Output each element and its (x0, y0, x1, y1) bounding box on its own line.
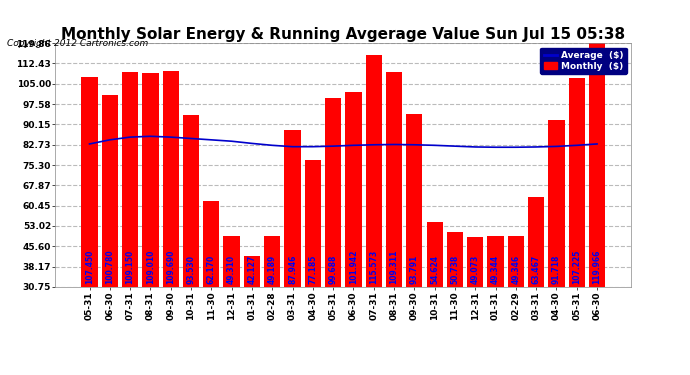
Text: 119.966: 119.966 (593, 250, 602, 284)
Bar (81, 77, 97, 287)
Text: 93.530: 93.530 (186, 255, 195, 284)
Bar (528, 197, 544, 287)
Text: 109.690: 109.690 (166, 250, 175, 284)
Text: 49.073: 49.073 (471, 255, 480, 284)
Bar (325, 98, 342, 287)
Bar (203, 201, 219, 287)
Bar (183, 115, 199, 287)
Bar (386, 72, 402, 287)
Text: 62.170: 62.170 (207, 255, 216, 284)
Bar (142, 73, 159, 287)
Bar (549, 120, 564, 287)
Bar (101, 95, 118, 287)
Text: 63.467: 63.467 (531, 255, 541, 284)
Bar (487, 236, 504, 287)
Text: 49.346: 49.346 (511, 255, 520, 284)
Bar (122, 72, 138, 287)
Text: 109.311: 109.311 (390, 250, 399, 284)
Bar (264, 236, 280, 287)
Text: 49.310: 49.310 (227, 255, 236, 284)
Text: 93.791: 93.791 (410, 255, 419, 284)
Text: 109.010: 109.010 (146, 250, 155, 284)
Text: 50.738: 50.738 (451, 255, 460, 284)
Bar (366, 55, 382, 287)
Bar (508, 236, 524, 287)
Text: 49.189: 49.189 (268, 255, 277, 284)
Bar (447, 232, 463, 287)
Text: 49.344: 49.344 (491, 255, 500, 284)
Text: 91.718: 91.718 (552, 255, 561, 284)
Bar (467, 237, 484, 287)
Bar (589, 43, 605, 287)
Bar (163, 71, 179, 287)
Bar (244, 256, 260, 287)
Text: 115.573: 115.573 (369, 250, 378, 284)
Text: 101.942: 101.942 (349, 250, 358, 284)
Text: 107.225: 107.225 (572, 250, 581, 284)
Legend: Average  ($), Monthly  ($): Average ($), Monthly ($) (540, 48, 627, 74)
Text: 54.624: 54.624 (430, 255, 439, 284)
Text: 109.150: 109.150 (126, 250, 135, 284)
Bar (345, 92, 362, 287)
Text: 87.946: 87.946 (288, 255, 297, 284)
Bar (224, 236, 239, 287)
Text: 107.450: 107.450 (85, 250, 94, 284)
Bar (305, 160, 321, 287)
Title: Monthly Solar Energy & Running Avgerage Value Sun Jul 15 05:38: Monthly Solar Energy & Running Avgerage … (61, 27, 625, 42)
Bar (569, 78, 585, 287)
Text: 42.127: 42.127 (248, 255, 257, 284)
Text: 100.780: 100.780 (106, 249, 115, 284)
Bar (284, 130, 301, 287)
Text: Copyright 2012 Cartronics.com: Copyright 2012 Cartronics.com (7, 39, 148, 48)
Text: 77.185: 77.185 (308, 255, 317, 284)
Bar (406, 114, 422, 287)
Text: 99.688: 99.688 (328, 255, 337, 284)
Bar (426, 222, 443, 287)
